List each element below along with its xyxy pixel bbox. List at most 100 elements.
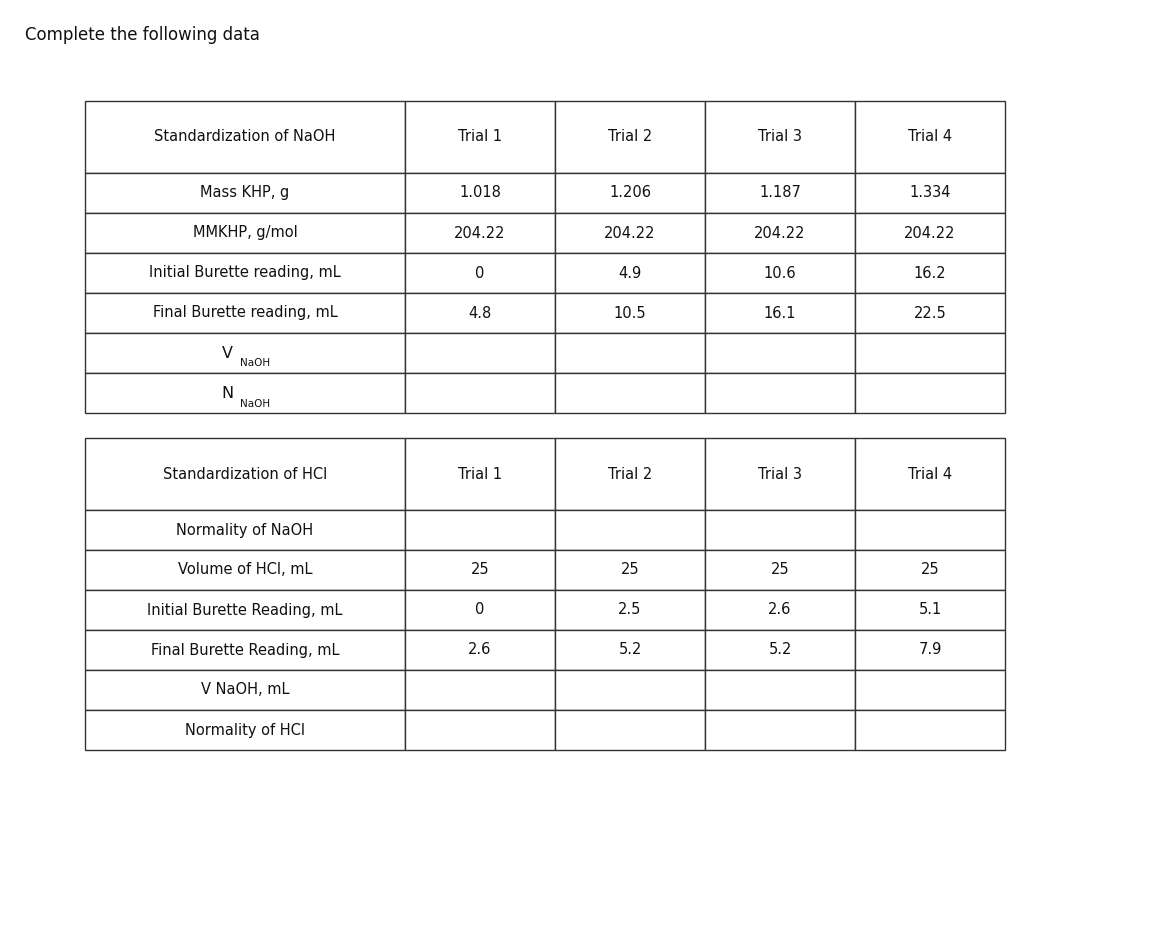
Bar — [85, 630, 404, 670]
Bar — [855, 670, 1005, 710]
Text: 1.018: 1.018 — [460, 185, 501, 200]
Text: Trial 2: Trial 2 — [608, 129, 653, 144]
Text: Standardization of NaOH: Standardization of NaOH — [154, 129, 336, 144]
Text: 10.5: 10.5 — [614, 305, 646, 320]
Bar — [705, 373, 855, 413]
Text: V: V — [222, 345, 232, 360]
Text: 5.2: 5.2 — [769, 642, 792, 657]
Bar — [855, 630, 1005, 670]
Text: 1.334: 1.334 — [909, 185, 950, 200]
Text: 204.22: 204.22 — [904, 225, 956, 240]
Text: 204.22: 204.22 — [454, 225, 506, 240]
Bar — [404, 173, 555, 213]
Text: 2.5: 2.5 — [618, 602, 641, 617]
Text: 4.9: 4.9 — [618, 265, 641, 280]
Bar — [555, 293, 705, 333]
Bar — [555, 670, 705, 710]
Text: MMKHP, g/mol: MMKHP, g/mol — [193, 225, 298, 240]
Bar — [85, 333, 404, 373]
Bar — [705, 293, 855, 333]
Bar — [404, 333, 555, 373]
Bar — [85, 710, 404, 750]
Text: 10.6: 10.6 — [764, 265, 796, 280]
Bar — [85, 510, 404, 550]
Text: 1.187: 1.187 — [759, 185, 801, 200]
Text: 204.22: 204.22 — [604, 225, 656, 240]
Bar — [555, 710, 705, 750]
Text: 4.8: 4.8 — [469, 305, 492, 320]
Text: 2.6: 2.6 — [769, 602, 792, 617]
Bar — [85, 253, 404, 293]
Bar — [705, 590, 855, 630]
Bar — [705, 510, 855, 550]
Bar — [85, 670, 404, 710]
Text: Trial 3: Trial 3 — [758, 466, 802, 481]
Text: Mass KHP, g: Mass KHP, g — [200, 185, 290, 200]
Bar — [855, 213, 1005, 253]
Text: Trial 4: Trial 4 — [908, 466, 953, 481]
Bar — [404, 510, 555, 550]
Text: NaOH: NaOH — [240, 398, 270, 409]
Text: 22.5: 22.5 — [913, 305, 947, 320]
Bar — [404, 710, 555, 750]
Bar — [705, 670, 855, 710]
Bar — [555, 333, 705, 373]
Text: 25: 25 — [771, 562, 789, 577]
Text: 25: 25 — [920, 562, 940, 577]
Bar — [85, 590, 404, 630]
Bar — [705, 213, 855, 253]
Bar — [404, 438, 555, 510]
Text: 25: 25 — [620, 562, 639, 577]
Bar — [85, 213, 404, 253]
Text: Trial 3: Trial 3 — [758, 129, 802, 144]
Text: Final Burette reading, mL: Final Burette reading, mL — [153, 305, 338, 320]
Text: V NaOH, mL: V NaOH, mL — [201, 682, 290, 697]
Bar — [855, 173, 1005, 213]
Bar — [855, 710, 1005, 750]
Bar — [85, 373, 404, 413]
Bar — [555, 253, 705, 293]
Bar — [705, 173, 855, 213]
Bar — [404, 670, 555, 710]
Bar — [705, 630, 855, 670]
Text: Trial 1: Trial 1 — [458, 129, 502, 144]
Bar — [404, 630, 555, 670]
Bar — [555, 550, 705, 590]
Text: 5.1: 5.1 — [918, 602, 942, 617]
Bar — [555, 438, 705, 510]
Text: Normality of HCl: Normality of HCl — [185, 722, 304, 737]
Bar — [855, 293, 1005, 333]
Text: 0: 0 — [476, 265, 485, 280]
Bar — [855, 373, 1005, 413]
Text: 2.6: 2.6 — [469, 642, 492, 657]
Bar — [705, 101, 855, 173]
Bar — [555, 630, 705, 670]
Text: NaOH: NaOH — [240, 358, 270, 369]
Bar — [855, 510, 1005, 550]
Bar — [404, 213, 555, 253]
Bar — [855, 438, 1005, 510]
Bar — [555, 373, 705, 413]
Bar — [85, 101, 404, 173]
Text: 7.9: 7.9 — [918, 642, 942, 657]
Bar — [85, 293, 404, 333]
Bar — [855, 253, 1005, 293]
Bar — [555, 213, 705, 253]
Text: 1.206: 1.206 — [609, 185, 651, 200]
Text: Final Burette Reading, mL: Final Burette Reading, mL — [151, 642, 339, 657]
Bar — [404, 293, 555, 333]
Text: 25: 25 — [471, 562, 489, 577]
Bar — [85, 438, 404, 510]
Bar — [705, 438, 855, 510]
Text: 204.22: 204.22 — [754, 225, 805, 240]
Bar — [855, 550, 1005, 590]
Text: N: N — [221, 385, 233, 400]
Bar — [404, 590, 555, 630]
Bar — [555, 173, 705, 213]
Text: Trial 1: Trial 1 — [458, 466, 502, 481]
Bar — [705, 333, 855, 373]
Bar — [85, 173, 404, 213]
Bar — [404, 550, 555, 590]
Text: 0: 0 — [476, 602, 485, 617]
Text: Initial Burette reading, mL: Initial Burette reading, mL — [149, 265, 341, 280]
